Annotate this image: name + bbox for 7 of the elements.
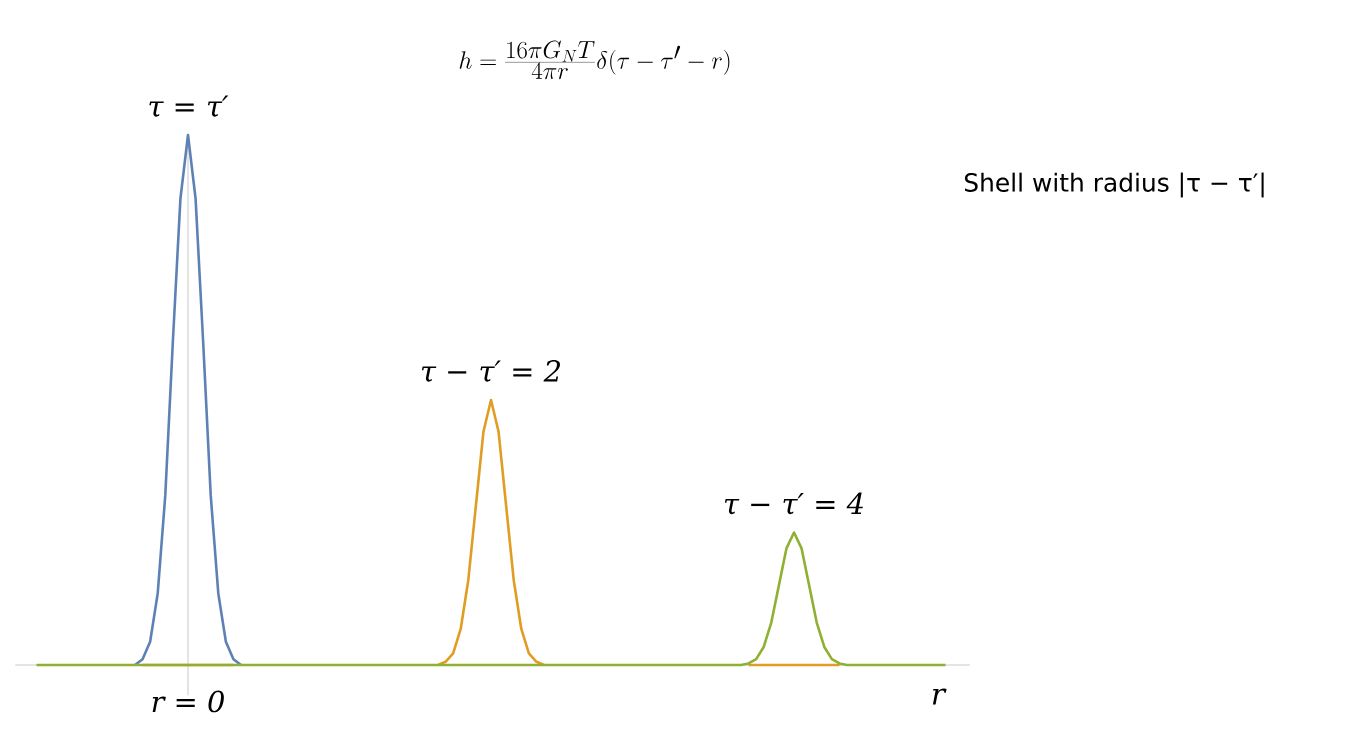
text: r = 0 [152, 690, 224, 713]
x-axis-title: r [932, 688, 947, 705]
annotation: τ − τ′ = 4 [724, 492, 863, 515]
text: Shell with radius |τ − τ′| [964, 172, 1264, 198]
text: τ = τ′ [149, 95, 229, 117]
chart-title: $h = \frac{16\pi G_N T}{4\pi r}\delta(\tau - \tau' - r)$ [459, 40, 730, 80]
annotation: τ − τ′ = 2 [421, 360, 560, 382]
